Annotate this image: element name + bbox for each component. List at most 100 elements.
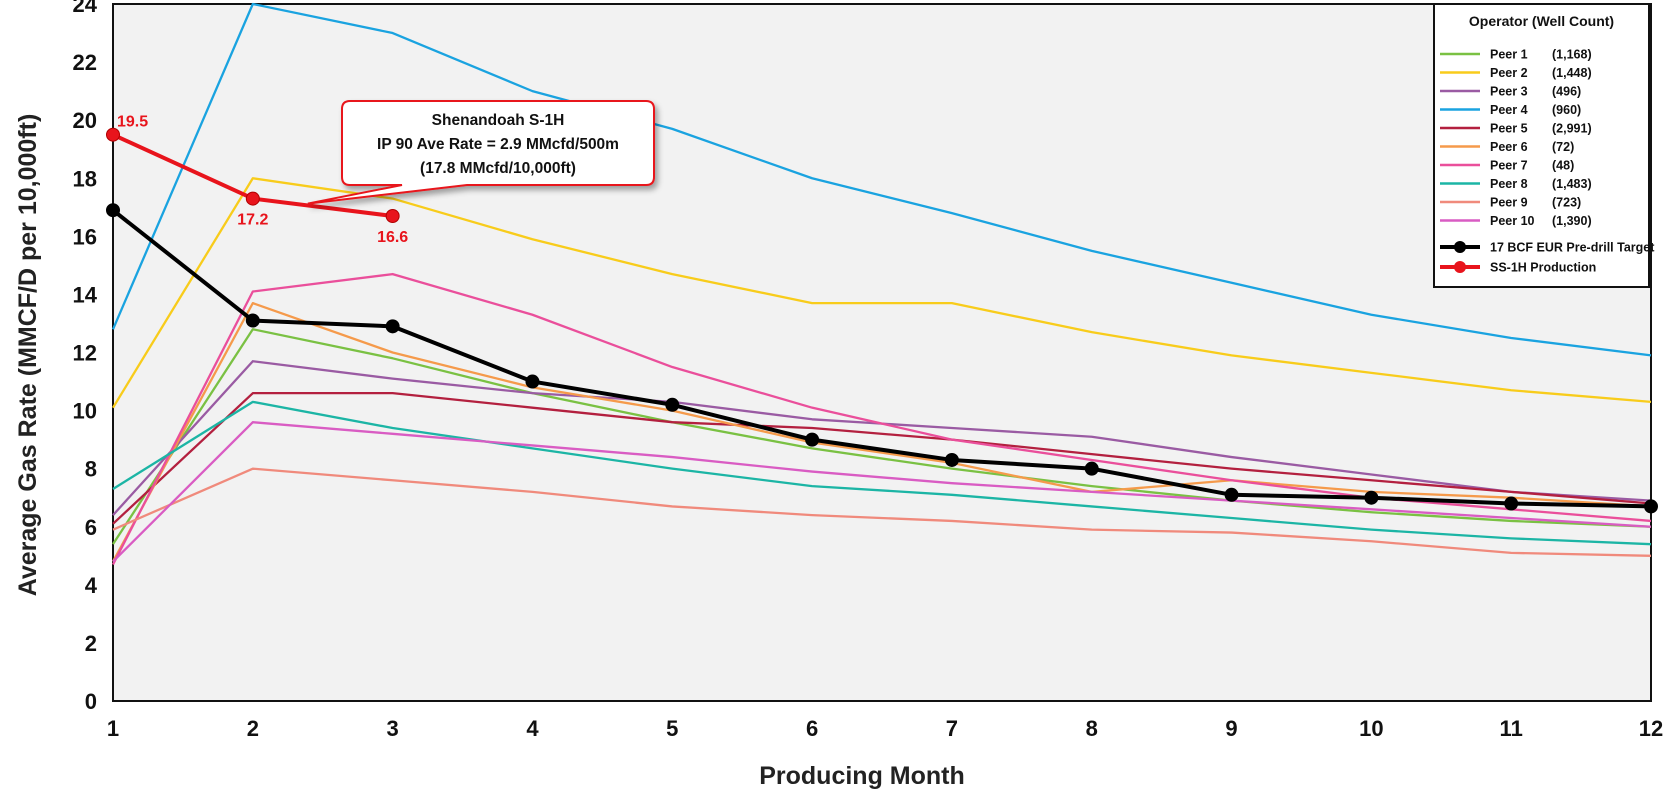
- legend-title: Operator (Well Count): [1469, 13, 1614, 29]
- marker-17-bcf-eur-pre-drill-target: [1644, 499, 1658, 514]
- legend-entry-count: (496): [1552, 85, 1581, 99]
- x-tick-label: 3: [387, 716, 399, 741]
- y-tick-label: 12: [73, 341, 97, 366]
- legend-entry-name: Peer 8: [1490, 177, 1528, 191]
- marker-17-bcf-eur-pre-drill-target: [1364, 490, 1379, 505]
- x-tick-label: 1: [107, 716, 119, 741]
- y-tick-label: 0: [85, 689, 97, 714]
- y-tick-label: 16: [73, 224, 97, 249]
- y-tick-label: 2: [85, 631, 97, 656]
- legend-entry-count: (1,168): [1552, 48, 1592, 62]
- series-line-peer-8: [112, 400, 1652, 546]
- legend-entry-count: (48): [1552, 159, 1574, 173]
- legend-entry-peer-5: Peer 5 (2,991): [1490, 122, 1592, 136]
- series-line-peer-1: [112, 328, 1652, 545]
- series-markers: [106, 127, 1658, 514]
- y-tick-label: 6: [85, 515, 97, 540]
- marker-17-bcf-eur-pre-drill-target: [525, 374, 540, 389]
- y-tick-label: 8: [85, 457, 97, 482]
- data-labels: 19.5 17.2 16.6: [117, 114, 408, 246]
- legend-marker: [1454, 241, 1466, 253]
- x-tick-label: 11: [1500, 716, 1523, 741]
- x-tick-label: 6: [806, 716, 818, 741]
- series-line-peer-9: [112, 467, 1652, 557]
- marker-17-bcf-eur-pre-drill-target: [805, 432, 820, 447]
- legend-entry-name: Peer 10: [1490, 214, 1535, 228]
- legend-entry-peer-8: Peer 8 (1,483): [1490, 177, 1592, 191]
- marker-ss-1h-production: [106, 127, 120, 142]
- legend-entry-name: Peer 5: [1490, 122, 1528, 136]
- callout-line: (17.8 MMcfd/10,000ft): [420, 160, 576, 177]
- y-tick-label: 20: [73, 108, 97, 133]
- legend-entry-name: Peer 9: [1490, 196, 1528, 210]
- legend-entry-name: Peer 4: [1490, 103, 1528, 117]
- legend-entry-name: Peer 2: [1490, 66, 1528, 80]
- series-line-peer-6: [111, 301, 1652, 563]
- legend-entry-count: (1,483): [1552, 177, 1592, 191]
- marker-17-bcf-eur-pre-drill-target: [944, 452, 959, 467]
- marker-17-bcf-eur-pre-drill-target: [245, 313, 260, 328]
- legend-entry-17-bcf-eur-pre-drill-target: 17 BCF EUR Pre-drill Target: [1490, 241, 1655, 255]
- y-tick-label: 22: [73, 50, 97, 75]
- series-line-peer-4: [111, 2, 1652, 357]
- legend-entry-count: (960): [1552, 103, 1581, 117]
- marker-ss-1h-production: [385, 209, 400, 224]
- y-tick-label: 24: [73, 0, 98, 17]
- marker-17-bcf-eur-pre-drill-target: [106, 203, 120, 218]
- legend-entry-peer-7: Peer 7 (48): [1490, 159, 1574, 173]
- y-tick-label: 4: [85, 573, 98, 598]
- x-tick-label: 2: [247, 716, 259, 741]
- callout-line: IP 90 Ave Rate = 2.9 MMcfd/500m: [377, 136, 619, 153]
- data-label: 19.5: [117, 114, 148, 131]
- legend-entry-peer-10: Peer 10 (1,390): [1490, 214, 1592, 228]
- legend-entry-name: SS-1H Production: [1490, 261, 1596, 275]
- data-label: 16.6: [377, 229, 408, 246]
- marker-17-bcf-eur-pre-drill-target: [1224, 487, 1239, 502]
- legend-entry-name: Peer 6: [1490, 140, 1528, 154]
- legend-entry-peer-4: Peer 4 (960): [1490, 103, 1581, 117]
- legend-entry-count: (72): [1552, 140, 1574, 154]
- marker-17-bcf-eur-pre-drill-target: [385, 319, 400, 334]
- legend-marker: [1454, 261, 1466, 273]
- legend-entry-count: (1,448): [1552, 66, 1592, 80]
- y-tick-label: 18: [73, 166, 97, 191]
- callout-box: Shenandoah S-1H IP 90 Ave Rate = 2.9 MMcf…: [307, 100, 655, 205]
- x-tick-label: 7: [946, 716, 958, 741]
- x-tick-label: 12: [1639, 716, 1663, 741]
- x-tick-label: 10: [1359, 716, 1383, 741]
- legend-entry-peer-9: Peer 9 (723): [1490, 196, 1581, 210]
- callout-line: Shenandoah S-1H: [432, 112, 565, 129]
- legend-entry-peer-2: Peer 2 (1,448): [1490, 66, 1592, 80]
- x-tick-label: 8: [1086, 716, 1098, 741]
- marker-17-bcf-eur-pre-drill-target: [1504, 496, 1519, 511]
- legend-entry-ss-1h-production: SS-1H Production: [1490, 261, 1596, 275]
- series-line-17-bcf-eur-pre-drill-target: [111, 208, 1652, 509]
- legend-entry-name: 17 BCF EUR Pre-drill Target: [1490, 241, 1655, 255]
- marker-17-bcf-eur-pre-drill-target: [665, 397, 680, 412]
- x-tick-label: 9: [1225, 716, 1237, 741]
- legend-entry-peer-6: Peer 6 (72): [1490, 140, 1574, 154]
- y-axis-title: Average Gas Rate (MMCF/D per 10,000ft): [14, 114, 42, 597]
- x-tick-label: 4: [526, 716, 539, 741]
- x-tick-label: 5: [666, 716, 678, 741]
- x-axis-title: Producing Month: [759, 762, 965, 790]
- series-line-peer-5: [112, 392, 1652, 525]
- legend-entry-name: Peer 3: [1490, 85, 1528, 99]
- legend: Operator (Well Count) Peer 1 (1,168) Peer 2…: [1433, 3, 1655, 288]
- legend-entry-peer-1: Peer 1 (1,168): [1490, 48, 1592, 62]
- x-axis-ticks: 1 2 3 4 5 6 7 8 9 10 11 12: [107, 716, 1663, 741]
- y-tick-label: 10: [73, 399, 97, 424]
- legend-entry-count: (2,991): [1552, 122, 1592, 136]
- marker-17-bcf-eur-pre-drill-target: [1084, 461, 1099, 476]
- data-label: 17.2: [237, 212, 268, 229]
- y-tick-label: 14: [73, 282, 98, 307]
- legend-entry-peer-3: Peer 3 (496): [1490, 85, 1581, 99]
- legend-entry-name: Peer 7: [1490, 159, 1528, 173]
- legend-entry-name: Peer 1: [1490, 48, 1528, 62]
- series-line-peer-10: [112, 421, 1652, 563]
- legend-entry-count: (1,390): [1552, 214, 1592, 228]
- callout-shape: [307, 100, 655, 205]
- legend-entry-count: (723): [1552, 196, 1581, 210]
